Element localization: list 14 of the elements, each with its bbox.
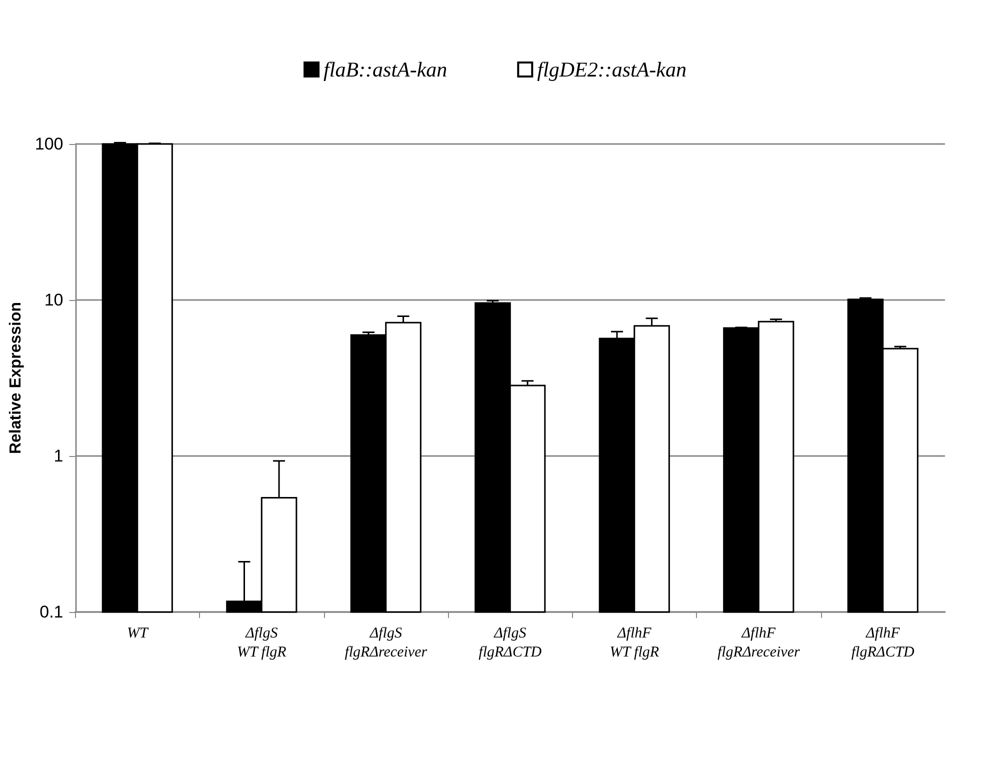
x-tick-label: ΔflhF flgRΔreceiver: [717, 626, 800, 660]
legend-label: flgDE2::astA-kan: [537, 58, 686, 82]
legend-label: flaB::astA-kan: [324, 58, 448, 82]
x-tick-label: ΔflhF flgRΔCTD: [851, 626, 915, 660]
x-tick-label: ΔflgS WT flgR: [236, 626, 286, 660]
x-tick-label: ΔflgS flgRΔreceiver: [344, 626, 428, 660]
x-tick-label: ΔflhF WT flgR: [610, 626, 660, 660]
y-tick-label: 10: [44, 290, 64, 310]
x-tick-label: WT: [126, 626, 150, 642]
y-tick-label: 1: [54, 446, 64, 466]
y-axis-title: Relative Expression: [8, 302, 24, 454]
x-tick-label: ΔflgS flgRΔCTD: [478, 626, 542, 660]
y-tick-label: 0.1: [40, 602, 64, 622]
y-tick-label: 100: [34, 134, 64, 154]
